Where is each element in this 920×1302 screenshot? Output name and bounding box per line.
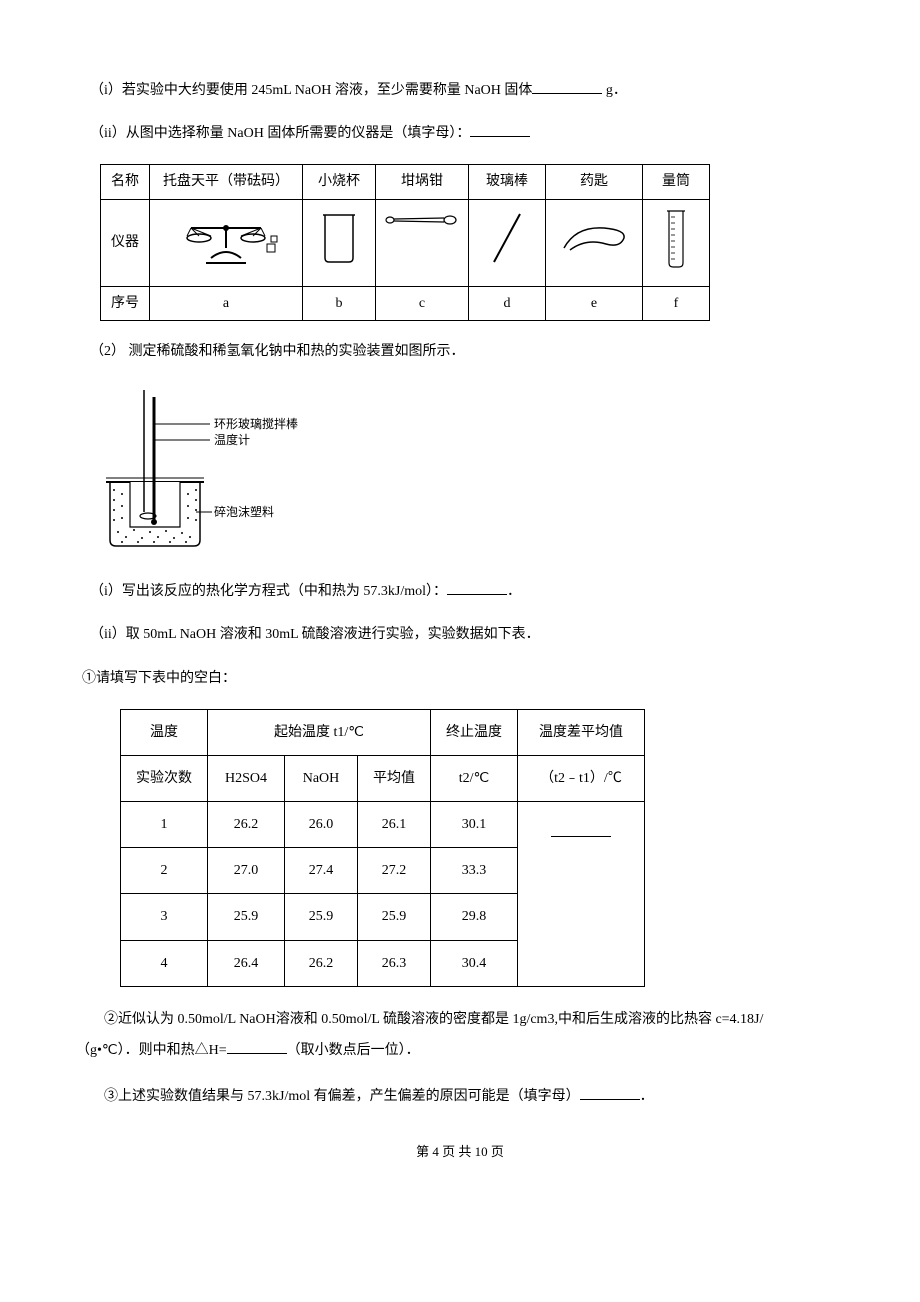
instr-name-0: 托盘天平（带砝码） (150, 165, 303, 199)
dt-h4: 温度差平均值 (518, 709, 645, 755)
q2-i-end: ． (507, 584, 521, 599)
cylinder-icon (643, 199, 710, 286)
q2-ii-2c: （取小数点后一位）． (287, 1043, 420, 1058)
page-footer: 第 4 页 共 10 页 (90, 1140, 830, 1163)
question-2: （2） 测定稀硫酸和稀氢氧化钠中和热的实验装置如图所示． (90, 339, 830, 364)
q2-ii-2b: （g•℃）．则中和热△H= (76, 1043, 227, 1058)
apparatus-diagram: 环形玻璃搅拌棒 温度计 碎泡沫塑料 (100, 382, 830, 561)
q2-ii-3b: ． (640, 1089, 654, 1104)
dt-h1: 温度 (121, 709, 208, 755)
instr-letter-4: e (546, 286, 643, 320)
dt-r2c6: （t2﹣t1）/℃ (518, 755, 645, 801)
dt-r2c3: NaOH (285, 755, 358, 801)
dt-r2c1: 实验次数 (121, 755, 208, 801)
blank-2ii3[interactable] (580, 1085, 640, 1100)
q2-i-text: （i）写出该反应的热化学方程式（中和热为 57.3kJ/mol）： (90, 584, 447, 599)
instr-letter-2: c (376, 286, 469, 320)
beaker-icon (303, 199, 376, 286)
q2-ii-3a: ③上述实验数值结果与 57.3kJ/mol 有偏差，产生偏差的原因可能是（填字母… (104, 1089, 580, 1104)
diagram-label-3: 碎泡沫塑料 (214, 504, 274, 519)
dt-r2c2: H2SO4 (208, 755, 285, 801)
q2-ii-2a: ②近似认为 0.50mol/L NaOH溶液和 0.50mol/L 硫酸溶液的密… (104, 1012, 763, 1027)
question-i-unit: g． (602, 83, 627, 98)
tongs-icon (376, 199, 469, 286)
diagram-label-1: 环形玻璃搅拌棒 (214, 416, 298, 431)
question-i: （i）若实验中大约要使用 245mL NaOH 溶液，至少需要称量 NaOH 固… (90, 78, 830, 103)
question-2-ii-3: ③上述实验数值结果与 57.3kJ/mol 有偏差，产生偏差的原因可能是（填字母… (90, 1084, 830, 1109)
instr-name-1: 小烧杯 (303, 165, 376, 199)
question-2-ii-2: ②近似认为 0.50mol/L NaOH溶液和 0.50mol/L 硫酸溶液的密… (90, 1005, 830, 1067)
instr-letter-0: a (150, 286, 303, 320)
instr-letter-5: f (643, 286, 710, 320)
instruments-table: 名称 托盘天平（带砝码） 小烧杯 坩埚钳 玻璃棒 药匙 量筒 仪器 (100, 164, 710, 320)
balance-icon (150, 199, 303, 286)
blank-2i[interactable] (447, 580, 507, 595)
blank-ii[interactable] (470, 122, 530, 137)
diagram-label-2: 温度计 (214, 432, 250, 447)
row-label-letter: 序号 (101, 286, 150, 320)
blank-2ii2[interactable] (227, 1039, 287, 1054)
instr-name-4: 药匙 (546, 165, 643, 199)
dt-r2c4: 平均值 (358, 755, 431, 801)
glass-rod-icon (469, 199, 546, 286)
blank-i[interactable] (532, 79, 602, 94)
instr-letter-3: d (469, 286, 546, 320)
dt-h3: 终止温度 (431, 709, 518, 755)
question-ii: （ii）从图中选择称量 NaOH 固体所需要的仪器是（填字母）： (90, 121, 830, 146)
dt-h2: 起始温度 t1/℃ (208, 709, 431, 755)
question-2-ii-1: ①请填写下表中的空白： (82, 666, 830, 691)
row-label-name: 名称 (101, 165, 150, 199)
dt-r2c5: t2/℃ (431, 755, 518, 801)
spoon-icon (546, 199, 643, 286)
blank-cell[interactable] (518, 802, 645, 987)
row-label-img: 仪器 (101, 199, 150, 286)
question-2-ii: （ii）取 50mL NaOH 溶液和 30mL 硫酸溶液进行实验，实验数据如下… (90, 622, 830, 647)
question-i-text: （i）若实验中大约要使用 245mL NaOH 溶液，至少需要称量 NaOH 固… (90, 83, 532, 98)
instr-letter-1: b (303, 286, 376, 320)
question-2-i: （i）写出该反应的热化学方程式（中和热为 57.3kJ/mol）： ． (90, 579, 830, 604)
table-row: 1 26.2 26.0 26.1 30.1 (121, 802, 645, 848)
instr-name-3: 玻璃棒 (469, 165, 546, 199)
question-ii-text: （ii）从图中选择称量 NaOH 固体所需要的仪器是（填字母）： (90, 126, 470, 141)
instr-name-5: 量筒 (643, 165, 710, 199)
instr-name-2: 坩埚钳 (376, 165, 469, 199)
data-table: 温度 起始温度 t1/℃ 终止温度 温度差平均值 实验次数 H2SO4 NaOH… (120, 709, 645, 987)
